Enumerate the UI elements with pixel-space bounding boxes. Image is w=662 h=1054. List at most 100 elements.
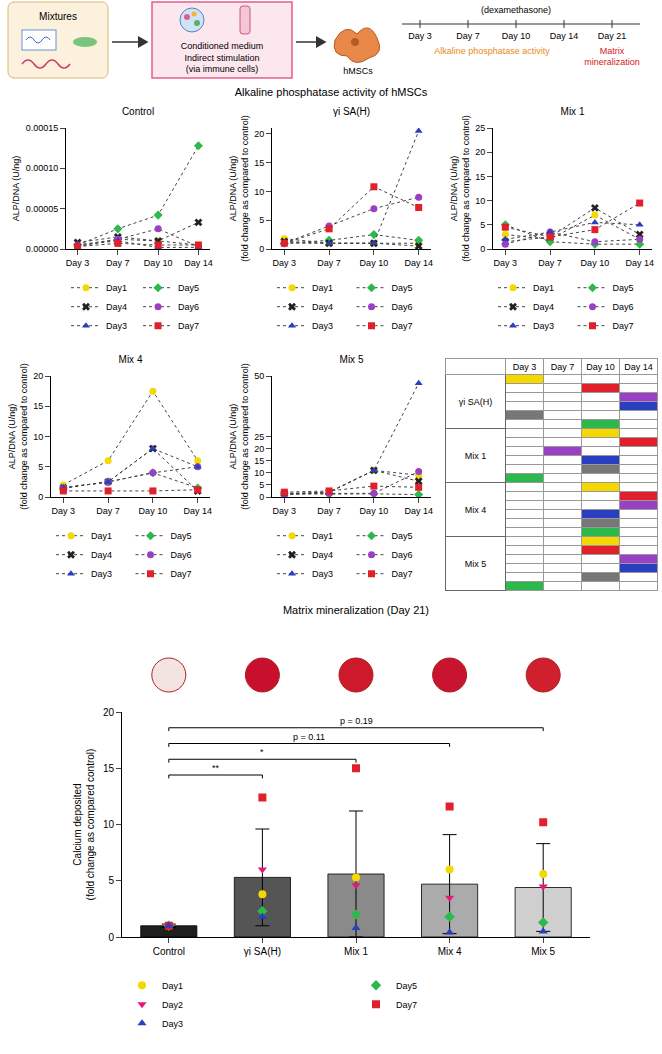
svg-text:Mix 5: Mix 5 — [340, 354, 364, 365]
svg-text:Matrix: Matrix — [600, 46, 625, 56]
svg-text:Day 21: Day 21 — [598, 31, 627, 41]
svg-text:10: 10 — [103, 819, 115, 830]
svg-text:Day5: Day5 — [613, 283, 634, 293]
svg-text:25: 25 — [475, 123, 485, 133]
svg-text:Calcium deposited(fold change: Calcium deposited(fold change as compare… — [72, 749, 96, 901]
svg-text:0: 0 — [480, 244, 485, 254]
svg-text:Mix 1: Mix 1 — [561, 106, 585, 117]
svg-text:Day 3: Day 3 — [494, 258, 518, 268]
svg-text:Day6: Day6 — [613, 302, 634, 312]
svg-text:Day4: Day4 — [533, 302, 554, 312]
svg-text:20: 20 — [475, 147, 485, 157]
svg-text:20: 20 — [33, 371, 43, 381]
svg-text:15: 15 — [254, 158, 264, 168]
svg-text:Day3: Day3 — [106, 321, 127, 331]
svg-text:Mix 4: Mix 4 — [119, 354, 143, 365]
svg-text:ALP/DNA (U/ng)(fold change as: ALP/DNA (U/ng)(fold change as compared t… — [449, 115, 471, 262]
svg-text:Day5: Day5 — [392, 531, 413, 541]
svg-text:Day 7: Day 7 — [96, 506, 120, 516]
svg-text:15: 15 — [475, 172, 485, 182]
svg-text:Day 3: Day 3 — [273, 258, 297, 268]
svg-text:Day3: Day3 — [533, 321, 554, 331]
svg-text:Matrix mineralization (Day 21): Matrix mineralization (Day 21) — [283, 604, 429, 616]
svg-text:(via immune cells): (via immune cells) — [186, 64, 259, 74]
svg-text:0: 0 — [259, 492, 264, 502]
svg-text:p = 0.11: p = 0.11 — [293, 732, 325, 742]
svg-text:Day 7: Day 7 — [317, 258, 341, 268]
svg-text:10: 10 — [254, 468, 264, 478]
svg-text:Day3: Day3 — [312, 321, 333, 331]
svg-text:Day 10: Day 10 — [581, 258, 610, 268]
svg-text:0.00010: 0.00010 — [26, 163, 59, 173]
svg-text:Day3: Day3 — [312, 569, 333, 579]
svg-text:15: 15 — [33, 401, 43, 411]
svg-text:Day6: Day6 — [171, 550, 192, 560]
svg-text:Day2: Day2 — [162, 1000, 183, 1010]
svg-text:ALP/DNA (U/ng): ALP/DNA (U/ng) — [11, 156, 21, 222]
svg-text:Day4: Day4 — [312, 302, 333, 312]
svg-text:Day7: Day7 — [396, 1000, 417, 1010]
svg-text:hMSCs: hMSCs — [343, 66, 373, 76]
svg-text:Day7: Day7 — [178, 321, 199, 331]
svg-text:Day5: Day5 — [396, 981, 417, 991]
svg-text:ALP/DNA (U/ng)(fold change as: ALP/DNA (U/ng)(fold change as compared t… — [7, 363, 29, 510]
svg-text:Day5: Day5 — [171, 531, 192, 541]
svg-text:Day 10: Day 10 — [360, 506, 389, 516]
svg-text:ALP/DNA (U/ng)(fold change as: ALP/DNA (U/ng)(fold change as compared t… — [228, 363, 250, 510]
svg-text:Day1: Day1 — [533, 283, 554, 293]
svg-text:Day1: Day1 — [106, 283, 127, 293]
svg-text:Day3: Day3 — [91, 569, 112, 579]
svg-text:Day 7: Day 7 — [456, 31, 480, 41]
svg-text:20: 20 — [103, 707, 115, 718]
svg-text:Day7: Day7 — [392, 321, 413, 331]
svg-text:0.00015: 0.00015 — [26, 123, 59, 133]
svg-text:Day 14: Day 14 — [550, 31, 579, 41]
svg-text:15: 15 — [103, 763, 115, 774]
svg-text:Mix 4: Mix 4 — [438, 946, 462, 957]
svg-text:Day3: Day3 — [162, 1019, 183, 1029]
svg-text:*: * — [260, 747, 264, 757]
svg-text:Day 14: Day 14 — [625, 258, 654, 268]
svg-text:0: 0 — [108, 932, 114, 943]
svg-text:0.00000: 0.00000 — [26, 244, 59, 254]
svg-text:Day 3: Day 3 — [66, 258, 90, 268]
svg-text:Day 14: Day 14 — [404, 258, 433, 268]
svg-text:mineralization: mineralization — [584, 57, 640, 67]
svg-text:Day 3: Day 3 — [52, 506, 76, 516]
svg-text:Day5: Day5 — [178, 283, 199, 293]
svg-text:10: 10 — [33, 432, 43, 442]
svg-text:Day4: Day4 — [106, 302, 127, 312]
svg-text:Control: Control — [122, 106, 154, 117]
svg-text:Day4: Day4 — [91, 550, 112, 560]
svg-text:Day1: Day1 — [312, 531, 333, 541]
svg-text:5: 5 — [108, 875, 114, 886]
svg-text:Day 7: Day 7 — [538, 258, 562, 268]
svg-text:Day7: Day7 — [171, 569, 192, 579]
svg-text:Day7: Day7 — [613, 321, 634, 331]
svg-text:Day 3: Day 3 — [273, 506, 297, 516]
svg-text:Day 7: Day 7 — [317, 506, 341, 516]
svg-text:Day 3: Day 3 — [408, 31, 432, 41]
svg-text:Day6: Day6 — [178, 302, 199, 312]
svg-text:Alkaline phosphatase activity: Alkaline phosphatase activity — [434, 46, 550, 56]
svg-text:Day4: Day4 — [312, 550, 333, 560]
svg-text:Day6: Day6 — [392, 550, 413, 560]
svg-text:Day 10: Day 10 — [139, 506, 168, 516]
svg-text:20: 20 — [254, 444, 264, 454]
svg-text:Day 14: Day 14 — [404, 506, 433, 516]
svg-text:10: 10 — [254, 187, 264, 197]
svg-text:Mixtures: Mixtures — [39, 11, 77, 22]
svg-text:Conditioned medium: Conditioned medium — [181, 41, 264, 51]
svg-text:Day7: Day7 — [392, 569, 413, 579]
svg-text:γi SA(H): γi SA(H) — [244, 946, 281, 957]
svg-text:Day1: Day1 — [162, 981, 183, 991]
svg-text:25: 25 — [254, 432, 264, 442]
svg-text:5: 5 — [480, 220, 485, 230]
svg-text:Day1: Day1 — [312, 283, 333, 293]
svg-text:Day 10: Day 10 — [502, 31, 531, 41]
svg-text:(dexamethasone): (dexamethasone) — [481, 5, 551, 15]
svg-text:Mix 1: Mix 1 — [344, 946, 368, 957]
svg-text:Indirect stimulation: Indirect stimulation — [184, 53, 259, 63]
svg-text:Day 10: Day 10 — [144, 258, 173, 268]
svg-text:Day6: Day6 — [392, 302, 413, 312]
